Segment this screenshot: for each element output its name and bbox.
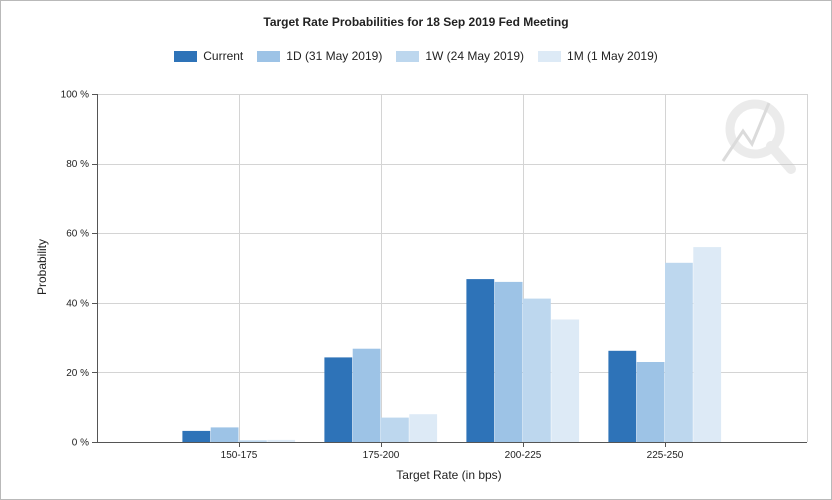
legend-label: 1W (24 May 2019) xyxy=(425,49,525,63)
bars xyxy=(182,247,722,442)
legend-label: Current xyxy=(203,49,244,63)
x-tick-label: 225-250 xyxy=(647,450,684,461)
legend-swatch xyxy=(538,50,562,62)
legend-swatch xyxy=(396,50,420,62)
legend-swatch xyxy=(257,50,281,62)
y-axis-title: Probability xyxy=(35,239,49,295)
y-tick-label: 20 % xyxy=(66,368,89,379)
y-tick-label: 0 % xyxy=(72,438,89,449)
x-axis-title: Target Rate (in bps) xyxy=(396,468,501,482)
bar xyxy=(665,262,693,442)
y-tick-label: 100 % xyxy=(61,90,89,101)
bar xyxy=(608,350,637,442)
y-tick-label: 80 % xyxy=(66,159,89,170)
bar xyxy=(182,430,211,442)
x-tick-label: 200-225 xyxy=(505,450,542,461)
x-tick-label: 150-175 xyxy=(221,450,258,461)
bar xyxy=(324,357,353,442)
legend-swatch xyxy=(174,50,198,62)
y-tick-label: 60 % xyxy=(66,229,89,240)
axes xyxy=(92,94,807,447)
bar xyxy=(466,279,495,442)
bar xyxy=(352,348,381,442)
legend-item: 1W (24 May 2019) xyxy=(396,49,524,63)
bar xyxy=(636,362,665,442)
bar xyxy=(551,319,580,442)
bar xyxy=(267,439,296,442)
legend-item: 1D (31 May 2019) xyxy=(257,49,382,63)
chart-legend: Current 1D (31 May 2019) 1W (24 May 2019) 1… xyxy=(1,49,831,63)
bar xyxy=(494,281,523,442)
bar xyxy=(239,440,267,442)
legend-item: Current xyxy=(174,49,243,63)
chart-title: Target Rate Probabilities for 18 Sep 201… xyxy=(263,15,569,29)
bar xyxy=(210,427,239,442)
y-tick-label: 40 % xyxy=(66,298,89,309)
legend-label: 1D (31 May 2019) xyxy=(286,49,383,63)
x-tick-label: 175-200 xyxy=(363,450,400,461)
bar xyxy=(523,298,551,442)
bar xyxy=(409,414,438,442)
bar xyxy=(693,247,722,442)
q-logo-watermark-icon xyxy=(721,99,796,174)
bar xyxy=(381,417,409,442)
legend-item: 1M (1 May 2019) xyxy=(538,49,658,63)
legend-label: 1M (1 May 2019) xyxy=(567,49,658,63)
axis-labels: 0 % 20 % 40 % 60 % 80 % 100 % 150-175 175-200 20… xyxy=(61,90,684,462)
